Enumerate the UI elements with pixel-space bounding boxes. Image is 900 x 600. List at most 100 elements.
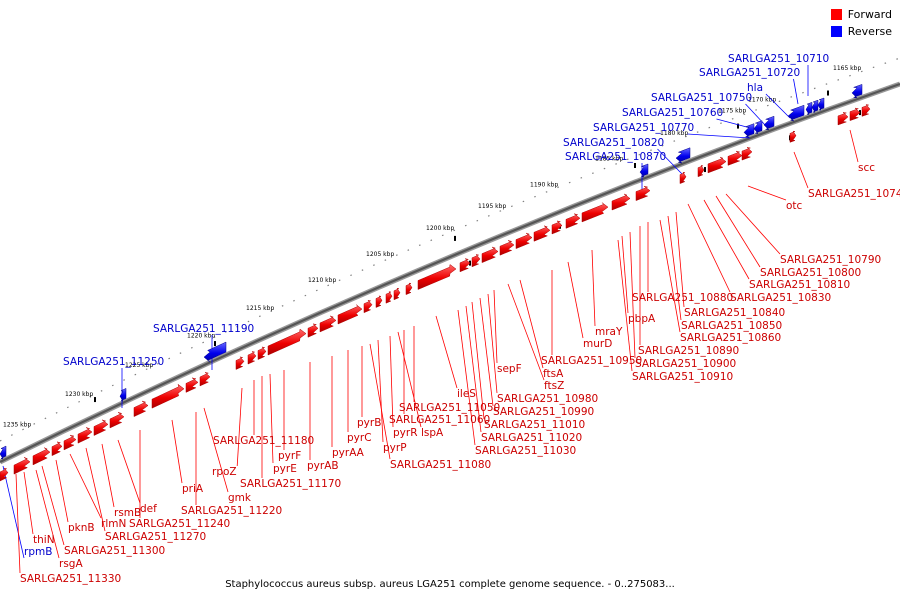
gene-label-pyrc[interactable]: pyrC <box>347 432 372 444</box>
leader-def <box>117 439 141 504</box>
gene-label-sarlga251-11250[interactable]: SARLGA251_11250 <box>63 356 164 368</box>
gene-label-pyre[interactable]: pyrE <box>273 463 297 475</box>
gene-label-sarlga251-10800[interactable]: SARLGA251_10800 <box>760 267 861 279</box>
gene-label-sarlga251-11020[interactable]: SARLGA251_11020 <box>481 432 582 444</box>
gene-label-rpmb[interactable]: rpmB <box>24 546 52 558</box>
gene-label-sarlga251-10760[interactable]: SARLGA251_10760 <box>622 107 723 119</box>
leader-sarlga251-10840 <box>675 211 685 308</box>
gene-forward-f21 <box>385 291 393 304</box>
gene-reverse-r8 <box>787 104 805 122</box>
scale-tick-1195: 1195 kbp <box>478 203 506 210</box>
gene-label-pyrp[interactable]: pyrP <box>383 442 407 454</box>
gene-label-sarlga251-10790[interactable]: SARLGA251_10790 <box>780 254 881 266</box>
gene-label-otc[interactable]: otc <box>786 200 803 212</box>
gene-label-ftsa[interactable]: ftsA <box>543 368 564 380</box>
gene-label-sarlga251-11330[interactable]: SARLGA251_11330 <box>20 573 121 585</box>
backbone-marker <box>704 167 706 173</box>
gene-label-sarlga251-10990[interactable]: SARLGA251_10990 <box>493 406 594 418</box>
gene-label-sarlga251-11050[interactable]: SARLGA251_11050 <box>399 402 500 414</box>
gene-reverse-r11 <box>817 97 825 111</box>
gene-label-sarlga251-10740[interactable]: SARLGA251_10740 <box>808 188 900 200</box>
gene-label-sarlga251-10910[interactable]: SARLGA251_10910 <box>632 371 733 383</box>
gene-label-sarlga251-11220[interactable]: SARLGA251_11220 <box>181 505 282 517</box>
gene-label-sarlga251-10750[interactable]: SARLGA251_10750 <box>651 92 752 104</box>
gene-label-sarlga251-10870[interactable]: SARLGA251_10870 <box>565 151 666 163</box>
gene-label-sarlga251-10950[interactable]: SARLGA251_10950 <box>541 355 642 367</box>
gene-label-ftsz[interactable]: ftsZ <box>544 380 564 392</box>
gene-label-sarlga251-10860[interactable]: SARLGA251_10860 <box>680 332 781 344</box>
gene-forward-f38 <box>707 156 727 174</box>
gene-label-sarlga251-10830[interactable]: SARLGA251_10830 <box>730 292 831 304</box>
leader-pyre <box>269 373 274 464</box>
gene-label-sarlga251-10850[interactable]: SARLGA251_10850 <box>681 320 782 332</box>
gene-reverse-r6 <box>753 120 763 134</box>
gene-label-mray[interactable]: mraY <box>595 326 623 338</box>
gene-label-sarlga251-10880[interactable]: SARLGA251_10880 <box>632 292 733 304</box>
gene-label-pria[interactable]: priA <box>182 483 204 495</box>
gene-label-sarlga251-11060[interactable]: SARLGA251_11060 <box>389 414 490 426</box>
gene-label-sarlga251-10720[interactable]: SARLGA251_10720 <box>699 67 800 79</box>
legend-reverse: Reverse <box>830 25 892 38</box>
leader-sarlga251-11020 <box>465 305 482 433</box>
gene-label-sarlga251-10820[interactable]: SARLGA251_10820 <box>563 137 664 149</box>
gene-label-sarlga251-11030[interactable]: SARLGA251_11030 <box>475 445 576 457</box>
gene-label-sarlga251-11190[interactable]: SARLGA251_11190 <box>153 323 254 335</box>
scale-tick-1185: 1185 kbp <box>595 155 623 162</box>
leader-sarlga251-10900 <box>629 231 636 359</box>
gene-label-sarlga251-11300[interactable]: SARLGA251_11300 <box>64 545 165 557</box>
gene-label-thin[interactable]: thiN <box>33 534 55 546</box>
gene-label-sarlga251-10980[interactable]: SARLGA251_10980 <box>497 393 598 405</box>
leader-sarlga251-10750 <box>745 103 767 127</box>
leader-rsmb <box>101 443 115 508</box>
leader-pbpa <box>621 235 629 314</box>
gene-label-murd[interactable]: murD <box>583 338 612 350</box>
gene-label-gmk[interactable]: gmk <box>228 492 252 504</box>
gene-forward-f13 <box>247 351 257 365</box>
gene-forward-f35 <box>635 185 651 201</box>
gene-label-sarlga251-10770[interactable]: SARLGA251_10770 <box>593 122 694 134</box>
gene-label-sarlga251-11080[interactable]: SARLGA251_11080 <box>390 459 491 471</box>
reverse-swatch <box>830 26 842 37</box>
gene-label-sarlga251-10840[interactable]: SARLGA251_10840 <box>684 307 785 319</box>
gene-label-sarlga251-10890[interactable]: SARLGA251_10890 <box>638 345 739 357</box>
gene-forward-f10 <box>185 377 199 393</box>
gene-label-sarlga251-10810[interactable]: SARLGA251_10810 <box>749 279 850 291</box>
gene-label-def[interactable]: def <box>140 503 157 515</box>
leader-murd <box>567 261 584 339</box>
leader-otc <box>747 185 787 201</box>
leader-ftsz <box>507 283 545 381</box>
gene-label-lspa[interactable]: lspA <box>421 427 444 439</box>
leader-pyrp <box>377 339 384 443</box>
gene-label-pbpa[interactable]: pbpA <box>628 313 656 325</box>
leader-sarlga251-11330 <box>15 473 21 574</box>
gene-label-pknb[interactable]: pknB <box>68 522 95 534</box>
gene-label-rpoz[interactable]: rpoZ <box>212 466 237 478</box>
gene-label-hla[interactable]: hla <box>747 82 763 94</box>
gene-label-pyrr[interactable]: pyrR <box>393 427 418 439</box>
gene-label-sarlga251-11010[interactable]: SARLGA251_11010 <box>484 419 585 431</box>
gene-label-pyraa[interactable]: pyrAA <box>332 447 365 459</box>
gene-label-sarlga251-11180[interactable]: SARLGA251_11180 <box>213 435 314 447</box>
gene-label-iles[interactable]: ileS <box>457 388 476 400</box>
gene-label-rsga[interactable]: rsgA <box>59 558 83 570</box>
gene-reverse-r10 <box>811 99 819 113</box>
gene-label-pyrab[interactable]: pyrAB <box>307 460 339 472</box>
gene-label-sarlga251-11170[interactable]: SARLGA251_11170 <box>240 478 341 490</box>
gene-reverse-r2 <box>203 341 227 363</box>
gene-label-sarlga251-11240[interactable]: SARLGA251_11240 <box>129 518 230 530</box>
gene-label-sepf[interactable]: sepF <box>497 363 522 375</box>
leader-sarlga251-11300 <box>41 465 65 546</box>
gene-label-sarlga251-11270[interactable]: SARLGA251_11270 <box>105 531 206 543</box>
gene-forward-f0 <box>0 467 9 482</box>
gene-label-sarlga251-10900[interactable]: SARLGA251_10900 <box>635 358 736 370</box>
gene-label-sarlga251-10710[interactable]: SARLGA251_10710 <box>728 53 829 65</box>
gene-label-rsmb[interactable]: rsmB <box>114 507 141 519</box>
leader-sarlga251-11080 <box>369 343 391 460</box>
leader-sarlga251-10820 <box>657 148 685 177</box>
gene-label-rlmn[interactable]: rlmN <box>101 518 126 530</box>
scale-tick-1165: 1165 kbp <box>833 65 861 72</box>
gene-label-scc[interactable]: scc <box>858 162 875 174</box>
gene-label-pyrf[interactable]: pyrF <box>278 450 301 462</box>
gene-label-pyrb[interactable]: pyrB <box>357 417 381 429</box>
